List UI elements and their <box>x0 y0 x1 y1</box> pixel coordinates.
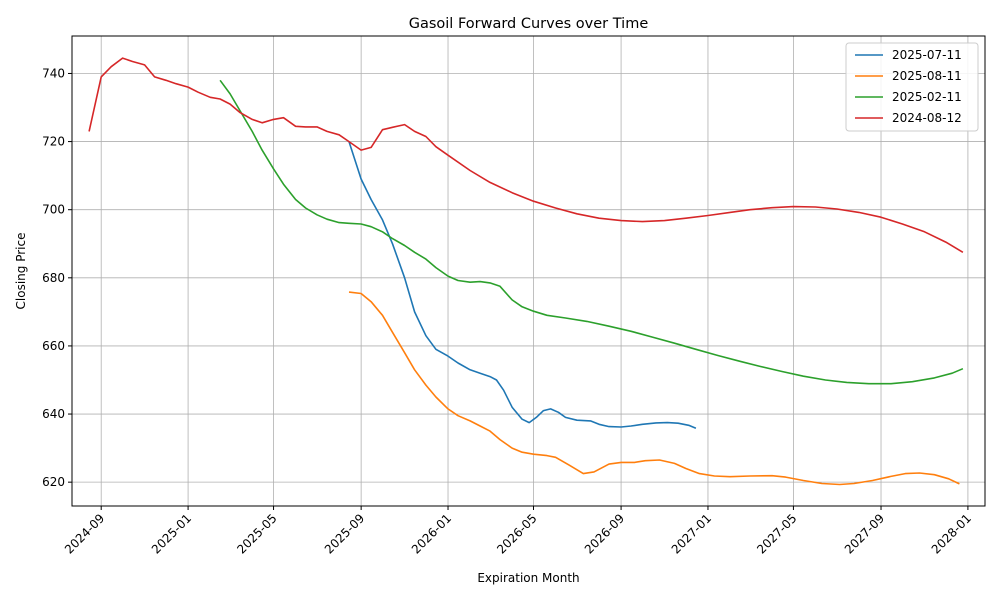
legend-label: 2025-02-11 <box>892 90 962 104</box>
series-lines <box>88 57 964 486</box>
x-axis-label: Expiration Month <box>477 571 579 585</box>
legend-box <box>845 42 979 132</box>
y-tick-label: 680 <box>42 271 65 285</box>
grid <box>72 36 985 506</box>
legend-label: 2024-08-12 <box>892 111 962 125</box>
chart-title: Gasoil Forward Curves over Time <box>409 16 649 32</box>
series-line-2024-08-12 <box>88 57 964 253</box>
series-line-2025-08-11 <box>348 291 960 486</box>
legend-label: 2025-07-11 <box>892 48 962 62</box>
y-axis-label: Closing Price <box>14 233 28 310</box>
y-tick-label: 640 <box>42 407 65 421</box>
series-line-2025-07-11 <box>348 141 697 430</box>
y-tick-label: 740 <box>42 66 65 80</box>
y-tick-label: 660 <box>42 339 65 353</box>
legend: 2025-07-11 2025-08-11 2025-02-11 2024-08-12 <box>845 42 979 132</box>
y-tick-label: 720 <box>42 135 65 149</box>
y-tick-label: 700 <box>42 203 65 217</box>
y-axis: 620 640 660 680 700 720 740 <box>42 66 72 489</box>
legend-label: 2025-08-11 <box>892 69 962 83</box>
series-line-2025-02-11 <box>219 79 964 385</box>
plot-frame <box>71 35 986 507</box>
y-tick-label: 620 <box>42 475 65 489</box>
